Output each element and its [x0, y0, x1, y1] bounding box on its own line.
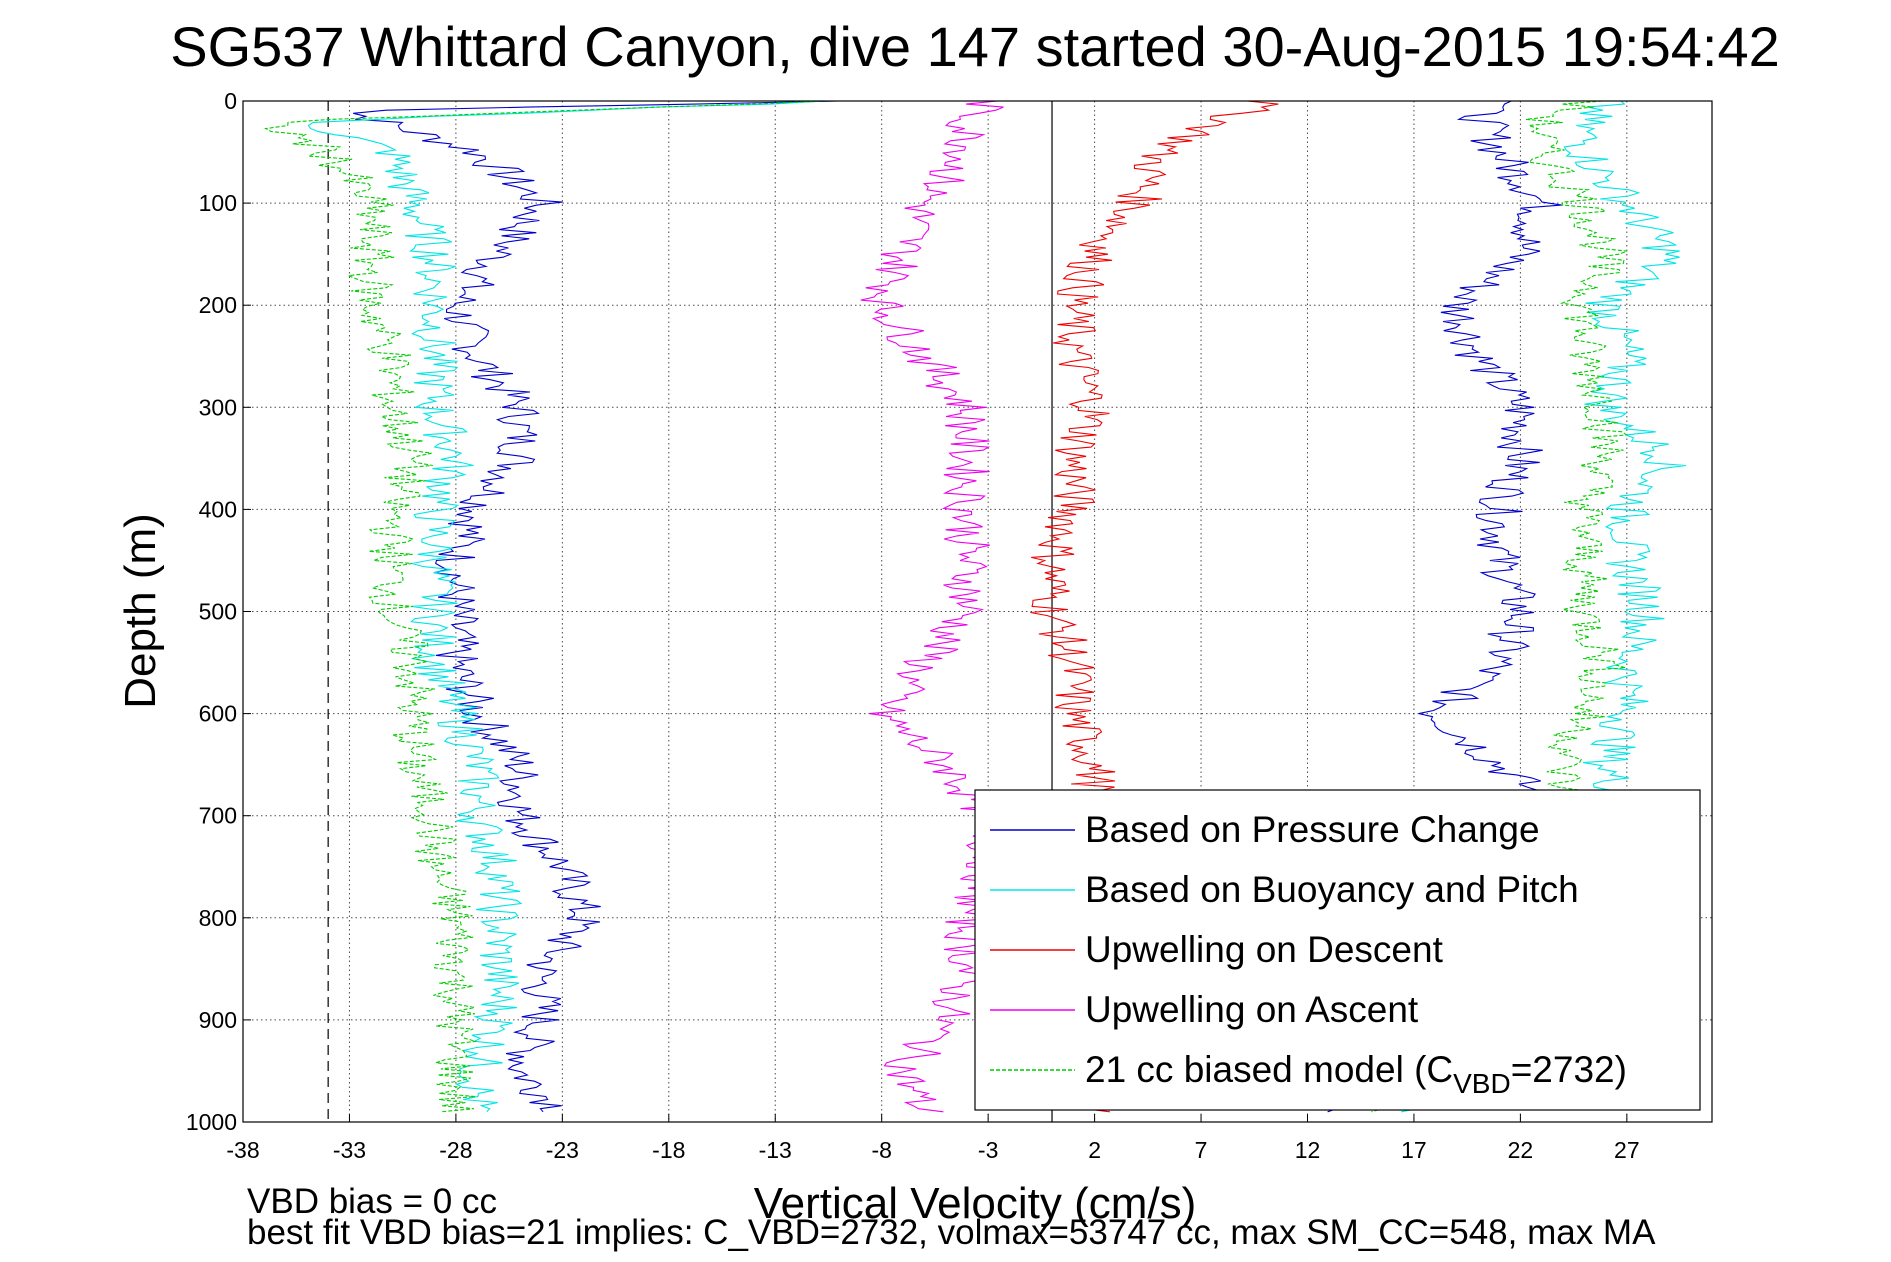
legend: Based on Pressure Change Based on Buoyanc…: [974, 789, 1701, 1111]
y-tick-label: 800: [199, 905, 237, 931]
series-2-descent-line: [307, 100, 825, 1113]
x-tick-label: 17: [1401, 1137, 1427, 1163]
series-5-descent-line: [263, 100, 823, 1113]
x-tick-label: -23: [546, 1137, 579, 1163]
x-tick-label: 12: [1295, 1137, 1321, 1163]
y-tick-label: 400: [199, 496, 237, 522]
x-tick-label: -28: [439, 1137, 472, 1163]
legend-label: Upwelling on Ascent: [1085, 989, 1419, 1030]
y-tick-label: 700: [199, 803, 237, 829]
legend-label: 21 cc biased model (CVBD=2732): [1085, 1049, 1627, 1099]
y-tick-label: 500: [199, 599, 237, 625]
y-tick-label: 100: [199, 190, 237, 216]
legend-box: [974, 789, 1701, 1111]
x-tick-label: 2: [1088, 1137, 1101, 1163]
x-axis-label: Vertical Velocity (cm/s): [754, 1179, 1197, 1228]
x-tick-label: 7: [1195, 1137, 1208, 1163]
y-tick-label: 200: [199, 292, 237, 318]
y-tick-label: 300: [199, 394, 237, 420]
y-axis-ticks: 0 100 200 300 400 500 600 700 800 900 1000: [186, 88, 251, 1135]
x-tick-label: -8: [871, 1137, 891, 1163]
footer-line-2: best fit VBD bias=21 implies: C_VBD=2732…: [247, 1213, 1656, 1252]
x-axis-ticks: -38 -33 -28 -23 -18 -13 -8 -3 2 7 12 17 22 27: [226, 1114, 1640, 1163]
legend-label: Based on Pressure Change: [1085, 809, 1540, 850]
footer-line-1: VBD bias = 0 cc: [247, 1182, 497, 1221]
x-tick-label: -13: [759, 1137, 792, 1163]
y-tick-label: 900: [199, 1007, 237, 1033]
y-tick-label: 1000: [186, 1109, 237, 1135]
x-tick-label: 22: [1508, 1137, 1534, 1163]
legend-label: Upwelling on Descent: [1085, 929, 1444, 970]
y-tick-label: 0: [224, 88, 237, 114]
x-tick-label: -18: [652, 1137, 685, 1163]
series-1-descent-line: [353, 100, 839, 1113]
x-tick-label: 27: [1614, 1137, 1640, 1163]
x-tick-label: -38: [226, 1137, 259, 1163]
legend-label: Based on Buoyancy and Pitch: [1085, 869, 1579, 910]
y-tick-label: 600: [199, 701, 237, 727]
x-tick-label: -33: [333, 1137, 366, 1163]
x-tick-label: -3: [978, 1137, 998, 1163]
chart-title: SG537 Whittard Canyon, dive 147 started …: [170, 15, 1779, 78]
y-axis-label: Depth (m): [116, 513, 165, 709]
